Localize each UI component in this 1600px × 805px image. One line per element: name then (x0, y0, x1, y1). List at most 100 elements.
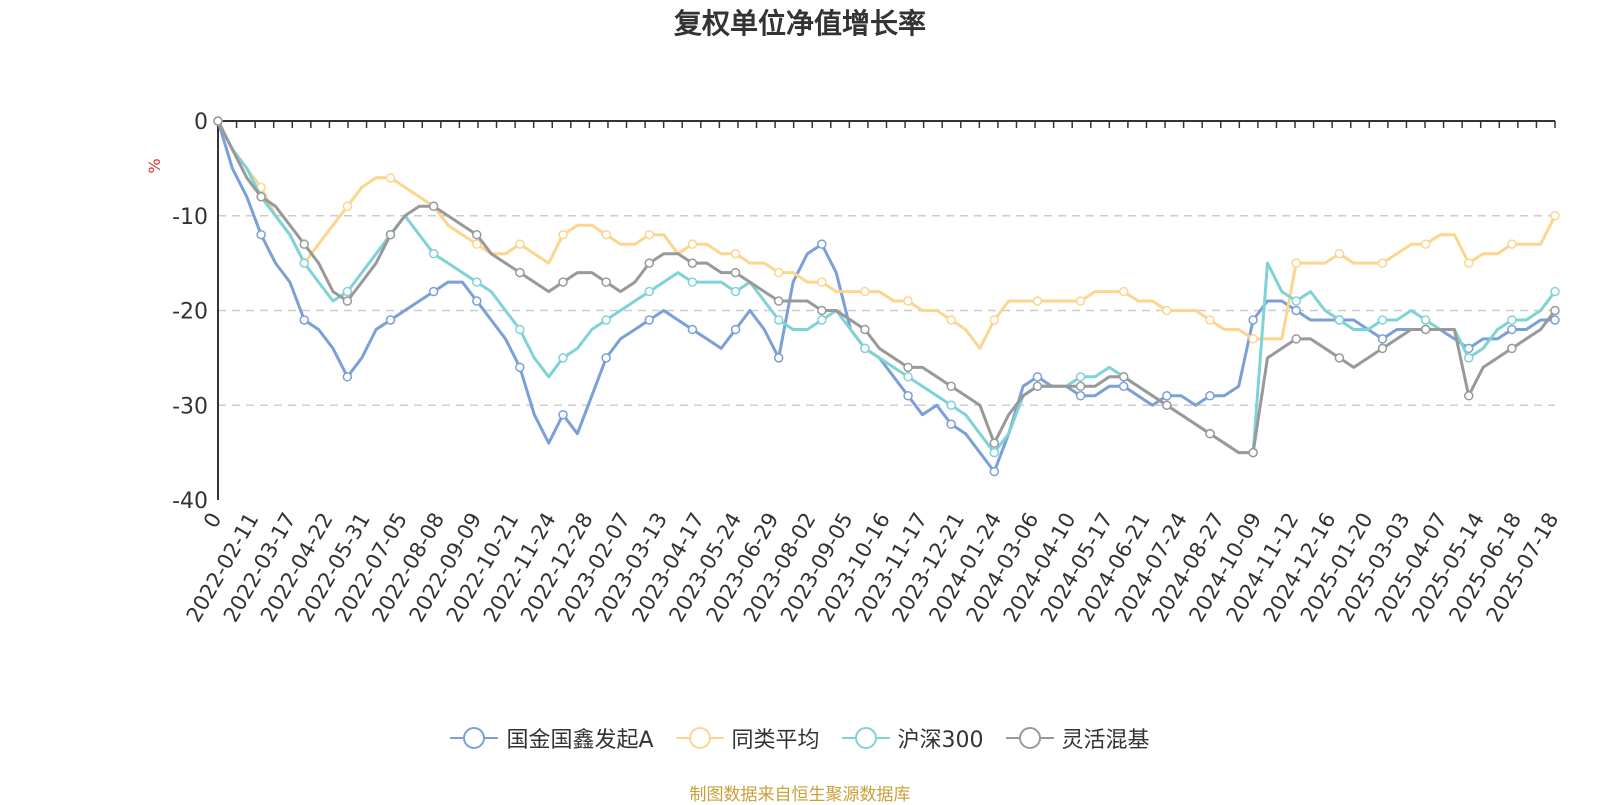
series-line-3 (216, 120, 1557, 455)
data-point (428, 201, 439, 212)
data-point (687, 277, 698, 287)
y-axis-unit-label: % (145, 158, 164, 173)
data-point (1118, 381, 1129, 392)
data-point (903, 391, 913, 401)
data-point (213, 116, 223, 126)
grid-lines (218, 215, 1555, 406)
data-point (385, 315, 396, 325)
data-point (946, 315, 956, 325)
data-source-footer: 制图数据来自恒生聚源数据库 (689, 785, 911, 805)
data-point (989, 315, 1000, 325)
data-point (644, 315, 655, 325)
data-point (1377, 258, 1388, 268)
data-point (515, 362, 525, 373)
y-tick-label: -20 (172, 300, 208, 325)
data-point (946, 419, 956, 429)
series-line-0 (216, 120, 1555, 474)
legend-item-series-0[interactable]: 国金国鑫发起A (450, 722, 654, 754)
data-point (1162, 391, 1172, 401)
data-point (1075, 391, 1086, 401)
data-point (558, 409, 568, 420)
data-point (1334, 315, 1345, 325)
data-point (860, 343, 870, 354)
data-point (1291, 296, 1301, 306)
legend-label: 沪深300 (897, 728, 984, 753)
data-point (1463, 391, 1474, 401)
data-point (601, 315, 611, 325)
data-point (1420, 324, 1431, 335)
data-point (1162, 305, 1172, 316)
data-point (1291, 305, 1301, 316)
axes (217, 120, 1556, 500)
legend-item-series-1[interactable]: 同类平均 (675, 722, 820, 754)
data-point (946, 381, 956, 392)
data-point (730, 324, 741, 335)
legend: 国金国鑫发起A 同类平均 沪深300 灵活混基 (0, 722, 1600, 754)
data-point (1550, 315, 1560, 325)
data-point (860, 286, 870, 297)
legend-item-series-2[interactable]: 沪深300 (841, 722, 984, 754)
data-point (989, 447, 1000, 458)
series-line-1 (216, 120, 1557, 350)
data-point (1550, 305, 1560, 316)
data-point (1032, 296, 1043, 306)
data-point (817, 305, 827, 316)
data-point (989, 438, 1000, 448)
legend-label: 国金国鑫发起A (506, 728, 654, 753)
data-point (1334, 248, 1345, 259)
x-tick-label: 0 (199, 509, 226, 533)
legend-label: 同类平均 (731, 728, 820, 753)
data-point (515, 267, 525, 278)
y-tick-label: -40 (172, 489, 208, 514)
data-point (299, 258, 310, 268)
data-point (256, 192, 266, 202)
data-point (1334, 353, 1345, 363)
data-point (903, 362, 913, 373)
data-point (1463, 258, 1474, 268)
data-point (1377, 334, 1388, 344)
data-point (601, 353, 611, 363)
series-line-2 (216, 120, 1557, 455)
data-point (472, 277, 482, 287)
data-point (1507, 343, 1517, 354)
data-point (903, 296, 913, 306)
data-point (730, 248, 741, 259)
data-point (817, 315, 827, 325)
data-point (1377, 343, 1388, 354)
data-point (1248, 447, 1258, 458)
data-point (1507, 315, 1517, 325)
data-point (299, 239, 310, 249)
data-point (730, 267, 741, 278)
data-point (342, 372, 353, 382)
data-point (773, 296, 784, 306)
data-point (558, 229, 568, 240)
data-point (730, 286, 741, 297)
legend-item-series-3[interactable]: 灵活混基 (1005, 722, 1150, 754)
data-point (817, 277, 827, 287)
data-point (472, 239, 482, 249)
data-point (773, 315, 784, 325)
data-point (687, 239, 698, 249)
data-point (1550, 286, 1560, 297)
data-point (1075, 296, 1086, 306)
legend-marker-icon (675, 727, 724, 749)
y-tick-label: -30 (172, 394, 208, 419)
data-point (1507, 239, 1517, 249)
data-point (558, 353, 568, 363)
data-point (860, 324, 870, 335)
data-point (1032, 381, 1043, 392)
legend-marker-icon (1005, 727, 1054, 749)
data-point (256, 229, 266, 240)
data-point (428, 286, 439, 297)
data-point (1075, 372, 1086, 382)
data-point (687, 324, 698, 335)
data-point (817, 239, 827, 249)
data-point (903, 372, 913, 382)
data-point (515, 239, 525, 249)
y-tick-label: 0 (194, 110, 208, 135)
data-point (601, 229, 611, 240)
data-point (1075, 381, 1086, 392)
data-point (601, 277, 611, 287)
data-point (342, 201, 353, 212)
data-point (687, 258, 698, 268)
